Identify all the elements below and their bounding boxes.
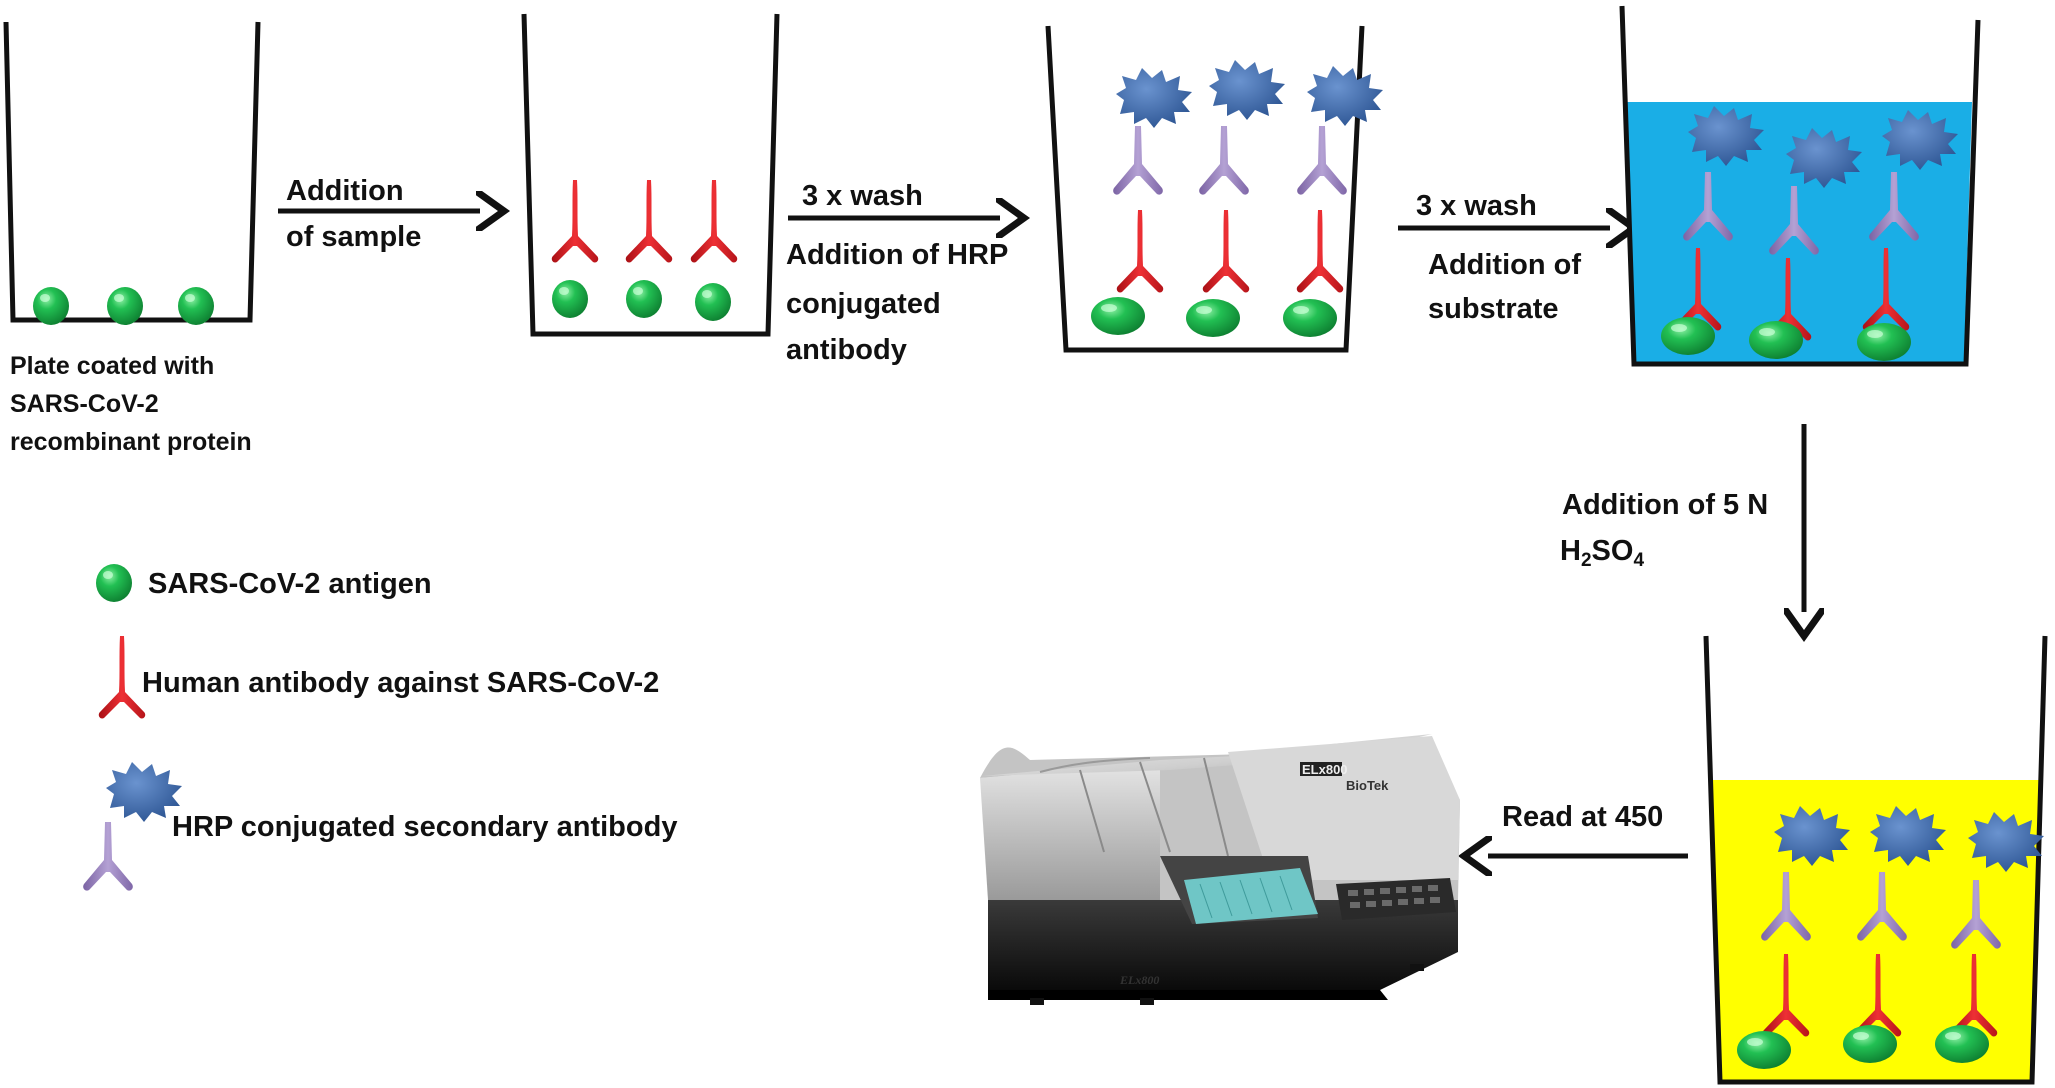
human-antibody (1116, 210, 1164, 293)
step3-label-line: Addition of (1428, 249, 1581, 281)
hrp-conjugated-antibody (1113, 68, 1192, 195)
antigen-bead (1091, 297, 1145, 335)
step4-label-line1: Addition of 5 N (1562, 489, 1768, 521)
step3-label: 3 x wash Addition of substrate (1416, 190, 1589, 325)
legend-item-hrp-antibody: HRP conjugated secondary antibody (83, 762, 677, 891)
antigen-bead (33, 287, 69, 325)
antigen-bead (626, 280, 662, 318)
formula-so: SO (1592, 535, 1634, 567)
formula-h-subscript: 2 (1581, 550, 1592, 571)
human-antibody (1296, 210, 1344, 293)
step1-label-line: Addition (286, 175, 404, 207)
antigen-bead (1737, 1031, 1791, 1069)
legend: SARS-CoV-2 antigen Human antibody agains… (83, 564, 677, 891)
well-coated (3, 21, 261, 325)
reader-model-text: ELx800 (1119, 973, 1159, 987)
human-antibody-icon (98, 636, 146, 719)
formula-so-subscript: 4 (1633, 550, 1644, 571)
antigen-bead (107, 287, 143, 325)
step2-label-line: antibody (786, 334, 907, 366)
legend-human-antibody-label: Human antibody against SARS-CoV-2 (142, 667, 659, 699)
formula-h: H (1560, 535, 1581, 567)
antigen-bead (178, 287, 214, 325)
human-antibody (625, 180, 673, 263)
coated-caption: Plate coated with SARS-CoV-2 recombinant… (10, 352, 252, 456)
microplate (1184, 868, 1318, 924)
reader-brand-text: BioTek (1346, 778, 1389, 793)
antigen-bead (1857, 323, 1911, 361)
human-antibody (1202, 210, 1250, 293)
step1-label: Addition of sample (286, 175, 421, 253)
well-substrate (1619, 5, 1981, 367)
step2-label-line: Addition of HRP (786, 239, 1008, 271)
antigen-bead (1749, 321, 1803, 359)
step5-label: Read at 450 (1502, 801, 1663, 833)
coated-caption-line: Plate coated with (10, 352, 214, 380)
human-antibody (690, 180, 738, 263)
step2-label-line: 3 x wash (802, 180, 923, 212)
legend-hrp-antibody-label: HRP conjugated secondary antibody (172, 811, 677, 843)
reader-badge-text: ELx800 (1302, 762, 1348, 777)
well-stopped (1703, 635, 2048, 1085)
antigen-icon (96, 564, 132, 602)
well-sample (521, 13, 780, 337)
step1-label-line: of sample (286, 221, 421, 253)
antigen-bead (1843, 1025, 1897, 1063)
microplate-reader: ELx800 ELx800 BioTek (980, 734, 1460, 1005)
antigen-bead (552, 280, 588, 318)
antigen-bead (695, 283, 731, 321)
human-antibody (551, 180, 599, 263)
step4-formula: H2SO4 (1560, 535, 1644, 571)
hrp-conjugated-antibody (1297, 66, 1383, 195)
antigen-bead (1935, 1025, 1989, 1063)
legend-item-human-antibody: Human antibody against SARS-CoV-2 (98, 636, 659, 719)
coated-caption-line: recombinant protein (10, 428, 252, 456)
antigen-bead (1283, 299, 1337, 337)
coated-caption-line: SARS-CoV-2 (10, 390, 159, 418)
antigen-bead (1186, 299, 1240, 337)
hrp-conjugated-antibody (1199, 60, 1285, 195)
reader-badge (1300, 762, 1342, 776)
step2-label-line: conjugated (786, 288, 941, 320)
legend-antigen-label: SARS-CoV-2 antigen (148, 568, 432, 600)
step3-label-line: 3 x wash (1416, 190, 1537, 222)
step2-label: 3 x wash Addition of HRP conjugated anti… (786, 180, 1016, 366)
antigen-bead (1661, 317, 1715, 355)
legend-item-antigen: SARS-CoV-2 antigen (96, 564, 432, 602)
well-conjugate (1045, 25, 1383, 353)
hrp-antibody-icon (83, 762, 182, 891)
step3-label-line: substrate (1428, 293, 1559, 325)
